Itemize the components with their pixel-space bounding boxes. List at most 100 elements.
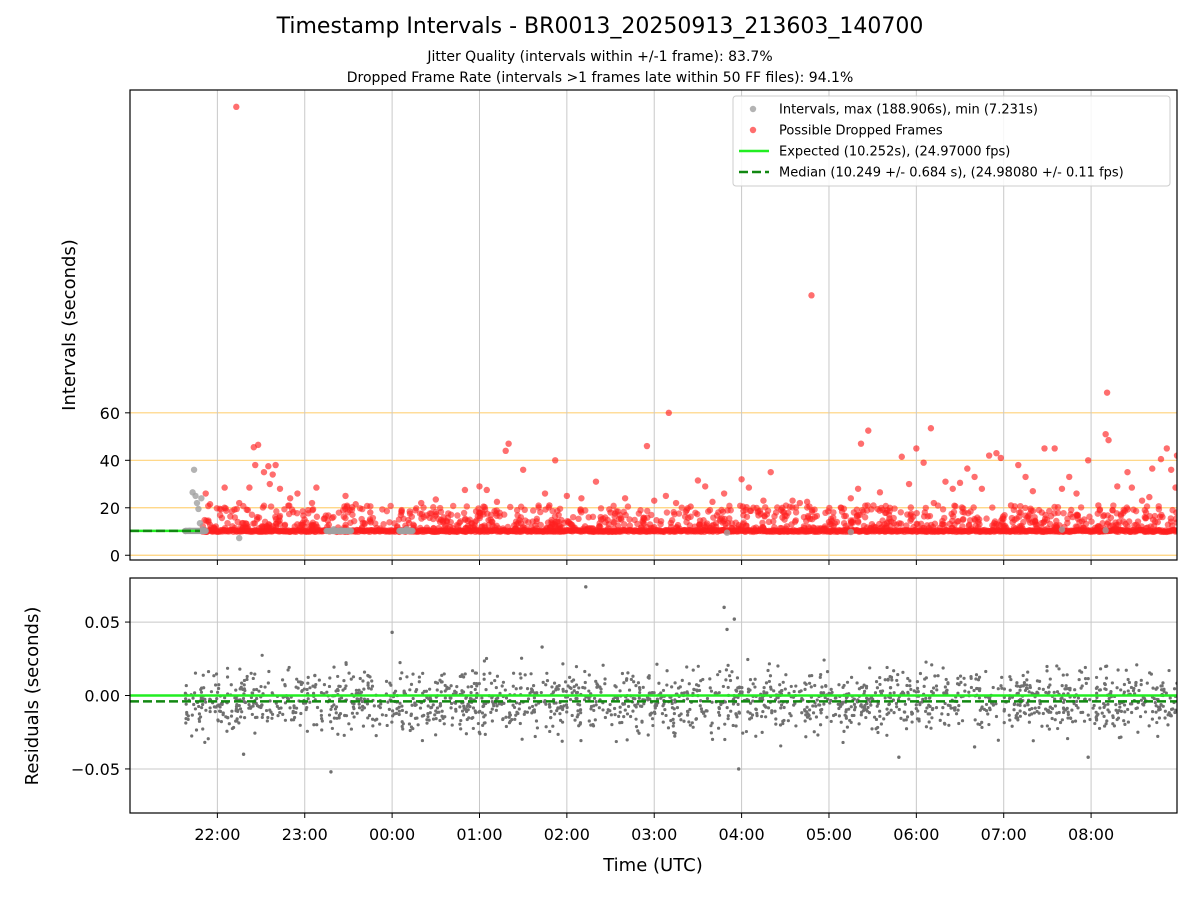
residual-point: [335, 716, 339, 720]
residual-point: [490, 699, 494, 704]
dropped-frame-point: [236, 499, 243, 507]
residual-point: [1033, 706, 1037, 710]
residual-point: [440, 709, 444, 713]
residual-point: [1166, 723, 1170, 727]
residual-point: [924, 676, 928, 680]
residual-point: [1073, 688, 1077, 692]
dropped-frame-point: [949, 485, 956, 492]
residual-point: [361, 679, 365, 683]
dropped-frame-point: [762, 504, 769, 511]
residual-point: [535, 726, 540, 730]
residual-point: [240, 710, 244, 714]
residual-point: [390, 720, 394, 724]
residual-point: [504, 696, 509, 700]
residual-point: [934, 706, 939, 710]
residual-point: [329, 720, 333, 724]
residual-point: [408, 728, 412, 733]
residual-point: [564, 703, 569, 707]
dropped-frame-point: [299, 508, 306, 515]
residual-point: [1009, 677, 1013, 682]
residual-point: [618, 689, 622, 693]
residual-point: [1156, 705, 1160, 709]
residual-point: [634, 684, 638, 688]
residual-point: [372, 704, 376, 708]
residual-point: [407, 722, 412, 726]
dropped-frame-point: [920, 459, 927, 466]
residual-point: [1035, 679, 1040, 683]
residual-point: [518, 672, 522, 676]
residual-point: [440, 673, 444, 677]
residual-point: [267, 669, 271, 674]
residual-point: [332, 665, 336, 669]
residual-point: [781, 719, 785, 723]
dropped-frame-point: [678, 504, 685, 511]
residual-point: [1053, 704, 1058, 708]
dropped-frame-point: [504, 523, 512, 531]
residual-point: [908, 684, 912, 688]
residual-point: [422, 713, 426, 717]
residual-point: [253, 731, 257, 735]
residual-point: [334, 705, 339, 709]
residual-point: [374, 734, 378, 738]
residual-point: [1098, 667, 1103, 671]
residual-point: [561, 706, 565, 710]
dropped-frame-point: [1099, 520, 1106, 527]
residual-point: [1110, 681, 1114, 685]
residual-point: [872, 715, 877, 719]
dropped-frame-point: [1105, 436, 1112, 444]
residual-point: [675, 706, 680, 710]
dropped-frame-point: [1038, 523, 1045, 531]
residual-point: [319, 713, 324, 718]
legend-marker: [749, 105, 757, 113]
residual-point: [746, 687, 751, 691]
residual-point: [888, 691, 892, 695]
residual-point: [882, 717, 886, 721]
residual-point: [632, 680, 636, 684]
residual-point: [379, 702, 383, 706]
residual-point: [723, 737, 727, 742]
residual-point: [465, 717, 469, 722]
residual-point: [242, 716, 247, 720]
residual-point: [601, 663, 605, 667]
residual-point: [902, 718, 906, 722]
residual-point: [426, 704, 430, 708]
residual-point: [915, 680, 920, 684]
dropped-frame-point: [1146, 493, 1153, 501]
residual-point: [304, 707, 308, 712]
residual-point: [897, 755, 901, 759]
residual-point: [366, 716, 370, 720]
dropped-frame-point: [267, 503, 275, 510]
residual-point: [1162, 687, 1166, 691]
residual-point: [814, 704, 818, 708]
residual-point: [875, 686, 880, 690]
residual-point: [734, 724, 738, 728]
dropped-frame-point: [367, 519, 374, 526]
residual-point: [247, 702, 251, 707]
residual-point: [1002, 721, 1006, 725]
dropped-frame-point: [615, 516, 623, 523]
residual-point: [234, 719, 238, 723]
dropped-frame-point: [965, 522, 973, 529]
residual-point: [876, 702, 880, 706]
residual-point: [781, 680, 785, 684]
interval-point: [195, 505, 202, 513]
dropped-frame-point: [304, 506, 312, 514]
residual-point: [972, 688, 976, 693]
residual-point: [857, 722, 861, 726]
residual-point: [255, 715, 259, 719]
residual-point: [579, 711, 583, 715]
residual-point: [1086, 677, 1090, 681]
residual-point: [890, 678, 894, 682]
dropped-frame-point: [1051, 503, 1058, 511]
residual-point: [803, 719, 807, 723]
residual-point: [434, 733, 438, 737]
residual-point: [618, 705, 622, 709]
residual-point: [261, 712, 265, 717]
residual-point: [867, 711, 871, 715]
dropped-frame-point: [796, 499, 804, 507]
residual-point: [1088, 698, 1092, 702]
dropped-frame-point: [512, 525, 519, 532]
residual-point: [336, 688, 340, 693]
residual-point: [870, 727, 874, 731]
residual-point: [361, 724, 366, 728]
